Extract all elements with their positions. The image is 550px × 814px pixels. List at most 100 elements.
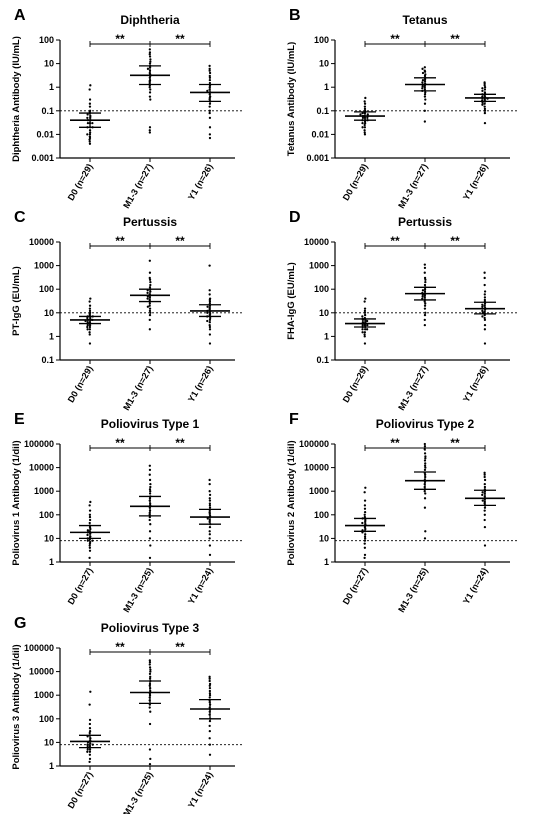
data-point: [363, 123, 366, 127]
data-point: [423, 445, 427, 448]
data-point: [208, 67, 211, 70]
data-point: [148, 478, 152, 482]
data-point: [208, 544, 212, 547]
data-point: [86, 325, 89, 329]
data-point: [208, 493, 212, 497]
data-point: [481, 491, 484, 494]
y-tick-label: 10: [44, 737, 54, 747]
significance-label: **: [175, 32, 185, 46]
y-tick-label: 0.001: [306, 153, 329, 163]
data-point: [423, 300, 426, 303]
data-point: [208, 333, 212, 336]
data-point: [148, 659, 151, 662]
data-point: [206, 319, 209, 323]
data-point: [423, 263, 426, 266]
significance-label: **: [175, 640, 185, 654]
data-point: [88, 88, 91, 91]
data-point: [148, 677, 152, 680]
y-tick-label: 1000: [309, 261, 329, 271]
data-point: [363, 333, 366, 336]
data-point: [208, 264, 211, 267]
data-point: [86, 133, 89, 136]
x-tick-label: D0 (n=29): [341, 162, 370, 202]
data-point: [88, 331, 91, 334]
data-point: [148, 51, 152, 54]
data-point: [208, 300, 212, 303]
data-point: [365, 319, 369, 323]
y-tick-label: 0.001: [31, 153, 54, 163]
data-point: [86, 533, 89, 537]
data-point: [483, 109, 487, 112]
data-point: [88, 309, 92, 313]
data-point: [424, 91, 427, 94]
data-point: [86, 328, 89, 331]
x-tick-label: Y1 (n=24): [186, 566, 215, 606]
x-tick-label: M1-3 (n=25): [396, 566, 430, 614]
data-point: [149, 283, 152, 287]
data-point: [149, 490, 152, 493]
data-point: [88, 304, 92, 307]
data-point: [91, 539, 94, 542]
data-point: [483, 105, 486, 108]
data-point: [363, 131, 366, 134]
data-point: [88, 518, 92, 522]
data-point: [421, 85, 424, 88]
y-tick-label: 10: [319, 533, 329, 543]
data-point: [424, 530, 427, 533]
data-point: [208, 76, 212, 79]
data-point: [208, 328, 212, 331]
data-point: [148, 55, 152, 58]
data-point: [148, 488, 152, 491]
data-point: [88, 544, 91, 547]
data-point: [483, 318, 487, 322]
data-point: [148, 62, 152, 65]
data-point: [208, 81, 212, 85]
data-point: [149, 482, 152, 486]
data-point: [148, 556, 152, 559]
panel-letter: B: [289, 7, 301, 24]
data-point: [423, 66, 426, 69]
x-tick-label: D0 (n=27): [66, 566, 95, 606]
y-tick-label: 0.1: [316, 106, 329, 116]
data-point: [363, 335, 366, 338]
data-point: [364, 486, 367, 489]
data-point: [483, 525, 487, 529]
panel-d: D Pertussis FHA-IgG (EU/mL) 0.1 1 10 100 1000 10…: [286, 209, 518, 412]
data-point: [208, 502, 212, 505]
data-point: [361, 323, 364, 327]
data-point: [361, 126, 364, 129]
x-tick-label: M1-3 (n=27): [396, 364, 430, 412]
data-point: [88, 727, 92, 730]
panel-g: G Poliovirus Type 3 Poliovirus 3 Antibody …: [11, 615, 243, 814]
data-point: [363, 515, 367, 519]
data-point: [421, 297, 424, 300]
x-tick-label: M1-3 (n=27): [121, 162, 155, 210]
data-point: [481, 103, 484, 106]
data-point: [363, 126, 367, 129]
data-point: [483, 276, 486, 280]
significance-label: **: [450, 32, 460, 46]
y-tick-label: 10000: [29, 463, 54, 473]
data-point: [363, 328, 367, 331]
y-tick-label: 10: [319, 308, 329, 318]
data-point: [421, 67, 424, 70]
significance-label: **: [390, 32, 400, 46]
data-point: [423, 318, 426, 322]
y-tick-label: 100: [39, 510, 54, 520]
data-point: [208, 293, 211, 296]
y-tick-label: 100: [314, 35, 329, 45]
data-point: [88, 133, 92, 136]
data-point: [363, 121, 367, 125]
data-point: [483, 518, 486, 522]
data-point: [363, 307, 367, 310]
data-point: [148, 666, 152, 669]
data-point: [423, 537, 427, 540]
data-point: [424, 280, 427, 284]
x-tick-label: M1-3 (n=27): [121, 364, 155, 412]
data-point: [363, 331, 367, 334]
y-tick-label: 10000: [304, 237, 329, 247]
panel-title: Tetanus: [402, 13, 447, 27]
y-tick-label: 0.01: [311, 129, 329, 139]
data-point: [483, 271, 486, 274]
data-point: [208, 684, 211, 687]
